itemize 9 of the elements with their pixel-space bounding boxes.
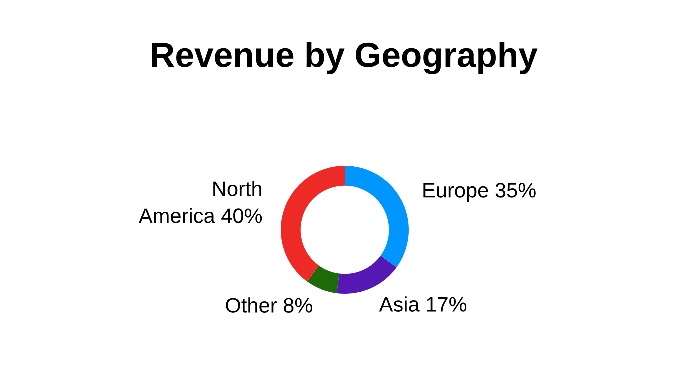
donut-slice [336, 256, 397, 294]
donut-slice [345, 166, 409, 268]
slice-label: North America 40% [138, 181, 262, 224]
slice-label: Other 8% [226, 298, 312, 313]
slice-label: Asia 17% [379, 296, 467, 312]
chart-title: Revenue by Geography [152, 42, 538, 74]
donut-slice [281, 166, 345, 282]
slice-label: Europe 35% [424, 183, 536, 202]
donut-slice [307, 266, 340, 294]
